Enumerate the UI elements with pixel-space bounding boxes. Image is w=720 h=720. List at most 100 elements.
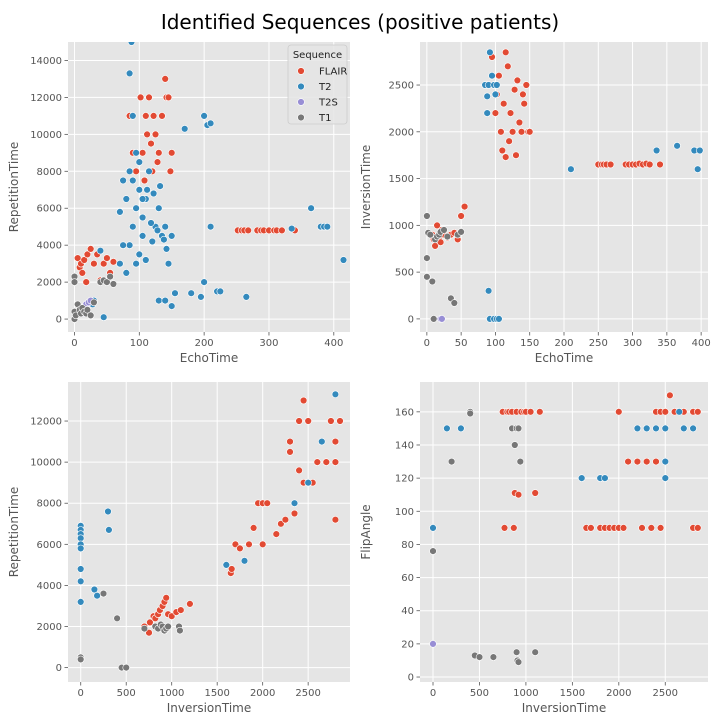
- point-flair: [624, 457, 632, 466]
- y-tick-label: 2000: [389, 127, 414, 138]
- point-t2: [673, 142, 681, 150]
- point-t1: [423, 212, 431, 220]
- point-flair: [177, 606, 185, 614]
- point-t2: [483, 92, 491, 101]
- point-flair: [656, 524, 665, 532]
- point-t2: [200, 112, 208, 120]
- point-t1: [86, 311, 95, 320]
- x-tick-label: 2000: [606, 688, 631, 699]
- point-flair: [619, 524, 628, 532]
- point-flair: [82, 278, 90, 286]
- x-tick-label: 300: [623, 338, 642, 349]
- point-t2: [206, 223, 215, 231]
- point-t2: [488, 71, 496, 80]
- point-t1: [113, 614, 121, 622]
- legend-marker-t2: [297, 82, 305, 91]
- point-t1: [512, 648, 521, 656]
- x-axis-label: InversionTime: [167, 701, 251, 715]
- point-t2: [129, 176, 137, 185]
- point-flair: [153, 158, 162, 166]
- point-flair: [497, 128, 505, 136]
- point-flair: [164, 93, 173, 102]
- point-t2: [696, 146, 704, 155]
- y-axis-label: RepetitionTime: [7, 142, 21, 233]
- point-flair: [491, 109, 500, 117]
- x-tick-label: 100: [486, 338, 505, 349]
- point-t1: [516, 457, 524, 466]
- point-flair: [143, 130, 151, 139]
- point-t2: [138, 213, 147, 222]
- point-flair: [145, 93, 153, 102]
- point-t1: [176, 626, 184, 635]
- point-t2: [443, 424, 451, 433]
- point-t1: [423, 254, 431, 262]
- point-t2: [90, 585, 99, 594]
- x-tick-label: 350: [657, 338, 676, 349]
- point-flair: [295, 466, 303, 475]
- point-t2: [160, 235, 168, 244]
- point-t2: [486, 48, 494, 56]
- x-tick-label: 0: [78, 688, 84, 699]
- point-t2: [680, 424, 688, 433]
- point-t2: [242, 293, 251, 301]
- point-t2: [661, 474, 669, 482]
- legend-entry: FLAIR: [319, 67, 347, 78]
- x-tick-label: 1500: [204, 688, 229, 699]
- point-flair: [140, 176, 149, 185]
- point-t2: [127, 42, 136, 46]
- point-t2: [129, 223, 137, 231]
- x-axis-label: InversionTime: [522, 701, 606, 715]
- point-flair: [510, 85, 519, 94]
- point-t1: [514, 658, 523, 666]
- y-tick-label: 60: [401, 573, 414, 584]
- point-flair: [263, 499, 271, 507]
- point-t1: [447, 457, 456, 466]
- point-flair: [666, 391, 674, 399]
- point-flair: [642, 457, 651, 466]
- x-tick-label: 250: [589, 338, 608, 349]
- point-t2: [76, 577, 85, 585]
- x-tick-label: 150: [520, 338, 539, 349]
- point-t2: [240, 557, 249, 565]
- point-flair: [149, 112, 158, 120]
- point-t2: [222, 561, 231, 569]
- point-flair: [606, 160, 615, 169]
- plot-area: [68, 382, 350, 682]
- point-t2: [153, 226, 162, 235]
- point-flair: [502, 153, 510, 161]
- point-flair: [525, 128, 534, 136]
- point-t2: [104, 507, 112, 516]
- point-flair: [168, 612, 176, 620]
- point-flair: [99, 260, 108, 268]
- point-t1: [457, 228, 465, 236]
- y-tick-label: 10000: [30, 458, 62, 469]
- point-flair: [506, 109, 515, 117]
- y-tick-label: 0: [56, 663, 62, 674]
- y-tick-label: 4000: [37, 581, 62, 592]
- x-tick-label: 1000: [159, 688, 184, 699]
- x-tick-label: 50: [455, 338, 468, 349]
- y-tick-label: 100: [395, 507, 414, 518]
- point-flair: [505, 137, 513, 145]
- point-flair: [517, 128, 526, 136]
- point-flair: [331, 437, 340, 446]
- y-tick-label: 8000: [37, 167, 62, 178]
- point-t1: [531, 648, 539, 656]
- point-t2: [164, 260, 173, 268]
- point-flair: [249, 524, 258, 532]
- point-t1: [140, 624, 149, 633]
- point-t2: [339, 256, 348, 264]
- point-t2: [162, 245, 171, 253]
- point-flair: [661, 408, 669, 416]
- y-tick-label: 160: [395, 407, 414, 418]
- point-flair: [522, 81, 530, 89]
- point-flair: [136, 93, 145, 102]
- scatter-points: [70, 42, 348, 323]
- point-t2: [76, 598, 85, 606]
- point-t2: [429, 524, 437, 532]
- point-flair: [132, 167, 140, 176]
- y-tick-label: 4000: [37, 241, 62, 252]
- x-tick-label: 0: [430, 688, 436, 699]
- point-t2: [304, 479, 312, 487]
- point-t2: [197, 293, 205, 301]
